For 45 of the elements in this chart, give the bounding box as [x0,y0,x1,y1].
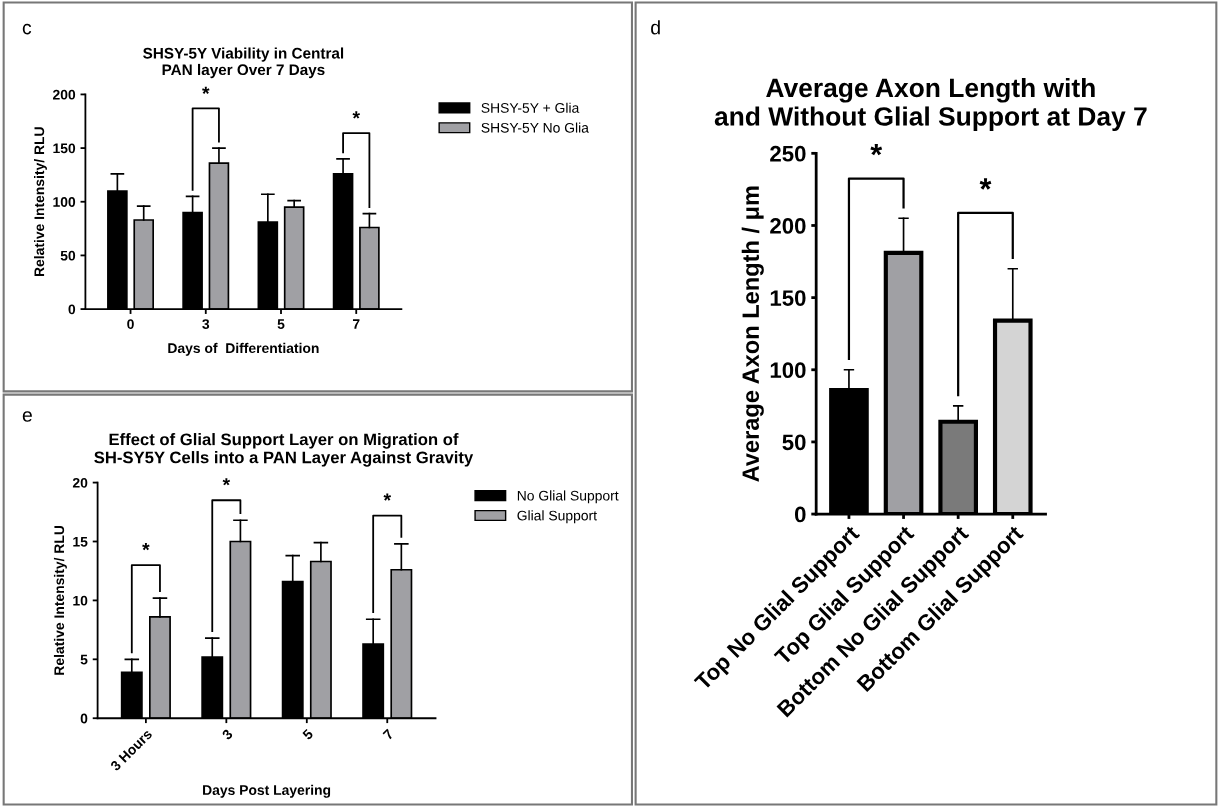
text: d [651,20,660,35]
y-tick-label: 0 [794,506,806,523]
x-tick-label: 5 [302,728,314,741]
legend-label: Glial Support [517,510,597,524]
y-tick-label: 20 [72,477,88,488]
annotation: * [870,144,883,156]
x-tick-label: 3 [202,319,210,330]
y-tick-label: 10 [73,595,88,606]
y-tick-label: 150 [53,143,76,154]
x-tick-label: 5 [277,319,285,330]
legend-label: SHSY-5Y + Glia [481,102,580,113]
text: c [22,23,32,35]
y-axis-title: Relative Intensity/ RLU [53,526,67,675]
y-tick-label: 15 [73,536,88,547]
legend-label: No Glial Support [517,490,619,504]
x-axis-title: Days of Differentiation [168,342,319,356]
y-tick-label: 0 [80,713,88,724]
y-tick-label: 200 [52,89,76,100]
text: e [22,411,32,422]
y-axis-title: Average Axon Length / μm [741,186,764,482]
x-tick-label: 7 [382,728,394,741]
x-tick-label: 0 [127,319,134,330]
text: * [202,86,210,94]
x-axis-title: Days Post Layering [203,784,331,798]
annotation: * [142,542,150,551]
y-tick-label: 0 [68,304,76,315]
legend-label: SHSY-5Y No Glia [481,122,589,133]
annotation: * [222,478,231,486]
y-tick-label: 200 [770,218,806,234]
x-tick-label: 3 [221,728,234,741]
y-tick-label: 100 [770,362,806,379]
annotation: * [383,493,392,501]
y-tick-label: 50 [782,434,806,451]
y-tick-label: 50 [60,250,76,261]
annotation: * [352,111,360,119]
y-axis-title: Relative Intensity/ RLU [34,127,47,277]
y-tick-label: 100 [53,197,76,207]
chart-title: SHSY-5Y Viability in Central PAN layer Over 7 Days [143,47,344,79]
chart-title: Effect of Glial Support Layer on Migration of SH-SY5Y Cells into a PAN Layer Against Gravity [94,433,474,467]
y-tick-label: 250 [770,145,806,162]
x-tick-label: 7 [352,319,360,329]
annotation: * [979,178,992,190]
y-tick-label: 5 [80,654,88,665]
chart-title: Average Axon Length with and Without Glial Support at Day 7 [714,77,1147,132]
y-tick-label: 150 [770,290,806,306]
